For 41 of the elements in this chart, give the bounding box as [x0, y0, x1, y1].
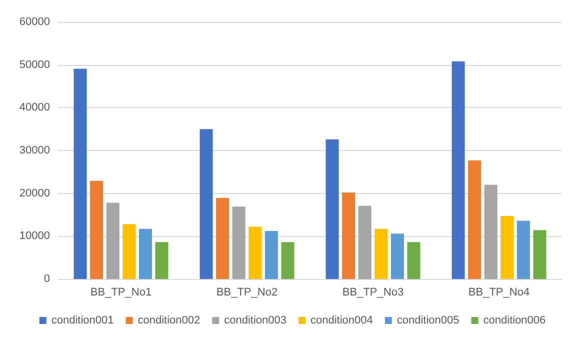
- x-tick-label: BB_TP_No4: [468, 286, 530, 298]
- y-tick-label: 10000: [19, 230, 50, 242]
- bar: [200, 129, 213, 279]
- bar: [533, 230, 546, 279]
- bar: [74, 68, 87, 279]
- bar: [248, 226, 262, 279]
- bar: [264, 231, 278, 279]
- bar: [138, 228, 152, 279]
- y-tick-label: 40000: [19, 102, 50, 114]
- legend-label: condition004: [310, 314, 373, 326]
- y-tick-label: 60000: [19, 16, 50, 28]
- bar: [232, 206, 246, 279]
- bar: [326, 139, 339, 279]
- bar: [342, 192, 356, 279]
- bar: [122, 224, 136, 279]
- y-tick-label: 20000: [19, 187, 50, 200]
- bar: [90, 180, 104, 279]
- bar: [390, 234, 404, 279]
- legend-label: condition006: [483, 314, 546, 326]
- bar: [452, 61, 465, 279]
- bar: [106, 202, 120, 279]
- bar: [216, 198, 230, 279]
- y-tick-label: 0: [44, 273, 50, 285]
- bar: [374, 228, 388, 279]
- legend-label: condition003: [224, 314, 287, 326]
- bar: [155, 242, 168, 279]
- bar: [281, 242, 294, 279]
- legend-label: condition001: [51, 314, 114, 326]
- bar: [484, 184, 498, 279]
- legend-label: condition002: [138, 314, 200, 326]
- x-tick-label: BB_TP_No3: [342, 286, 404, 298]
- x-tick-label: BB_TP_No2: [216, 286, 278, 298]
- bar: [468, 160, 482, 279]
- y-tick-label: 30000: [19, 144, 50, 156]
- x-tick-label: BB_TP_No1: [90, 286, 152, 298]
- y-tick-label: 50000: [19, 58, 50, 71]
- bar: [407, 242, 420, 279]
- bar: [500, 216, 514, 279]
- bar: [516, 220, 530, 279]
- bar: [358, 206, 372, 279]
- legend-label: condition005: [396, 314, 460, 326]
